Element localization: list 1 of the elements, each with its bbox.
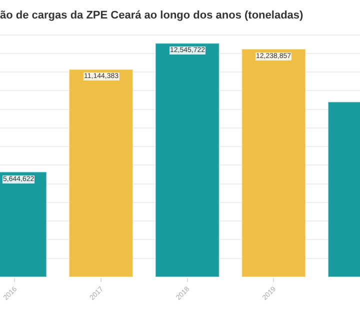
chart-title: ão de cargas da ZPE Ceará ao longo dos anos (toneladas): [0, 9, 304, 22]
